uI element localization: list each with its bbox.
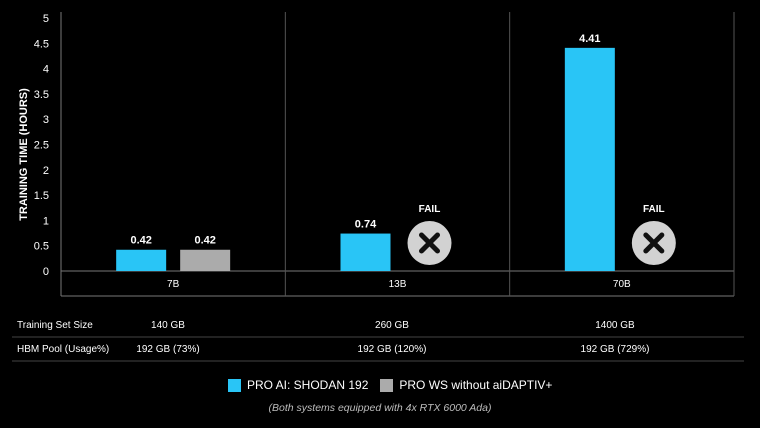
legend-label-shodan: PRO AI: SHODAN 192 bbox=[247, 378, 369, 392]
row-label-hbm-pool: HBM Pool (Usage%) bbox=[17, 344, 110, 355]
close-icon bbox=[643, 232, 665, 254]
fail-label: FAIL bbox=[419, 204, 441, 215]
bar bbox=[340, 233, 391, 271]
bar bbox=[180, 249, 231, 271]
y-tick-label: 0.5 bbox=[34, 241, 49, 253]
bar-value-label: 0.42 bbox=[130, 235, 151, 247]
category-label: 7B bbox=[167, 279, 180, 290]
y-axis-title: TRAINING TIME (HOURS) bbox=[18, 88, 30, 221]
y-tick-label: 2 bbox=[43, 165, 49, 177]
y-tick-label: 4.5 bbox=[34, 38, 49, 50]
hbm-pool-13b: 192 GB (120%) bbox=[357, 344, 427, 355]
y-tick-label: 1 bbox=[43, 215, 49, 227]
category-label: 70B bbox=[613, 279, 631, 290]
legend-swatch-shodan bbox=[228, 378, 241, 392]
legend-swatch-pro-ws bbox=[380, 378, 394, 392]
bar bbox=[564, 47, 615, 271]
y-tick-label: 3 bbox=[43, 114, 49, 126]
category-label: 13B bbox=[389, 279, 407, 290]
training-set-size-7b: 140 GB bbox=[151, 320, 185, 331]
legend-item-pro-ws: PRO WS without aiDAPTIV+ bbox=[380, 378, 552, 392]
legend-label-pro-ws: PRO WS without aiDAPTIV+ bbox=[399, 378, 553, 392]
close-icon bbox=[419, 232, 440, 254]
training-set-size-70b: 1400 GB bbox=[595, 320, 635, 331]
y-tick-label: 3.5 bbox=[34, 89, 49, 101]
training-set-size-13b: 260 GB bbox=[375, 320, 409, 331]
bar-value-label: 0.42 bbox=[194, 235, 215, 247]
y-tick-label: 4 bbox=[43, 64, 49, 76]
fail-label: FAIL bbox=[643, 204, 665, 215]
row-label-training-set-size: Training Set Size bbox=[17, 320, 93, 331]
legend: PRO AI: SHODAN 192 PRO WS without aiDAPT… bbox=[228, 378, 564, 392]
hbm-pool-70b: 192 GB (729%) bbox=[580, 344, 650, 355]
y-tick-label: 0 bbox=[43, 266, 49, 278]
hbm-pool-7b: 192 GB (73%) bbox=[136, 344, 200, 355]
bar-value-label: 4.41 bbox=[579, 33, 600, 45]
bar-value-label: 0.74 bbox=[355, 219, 377, 231]
y-tick-label: 1.5 bbox=[34, 190, 49, 202]
y-tick-label: 5 bbox=[43, 13, 49, 25]
footnote: (Both systems equipped with 4x RTX 6000 … bbox=[268, 402, 492, 414]
legend-item-shodan: PRO AI: SHODAN 192 bbox=[228, 378, 368, 392]
bar bbox=[116, 249, 167, 271]
y-tick-label: 2.5 bbox=[34, 140, 49, 152]
